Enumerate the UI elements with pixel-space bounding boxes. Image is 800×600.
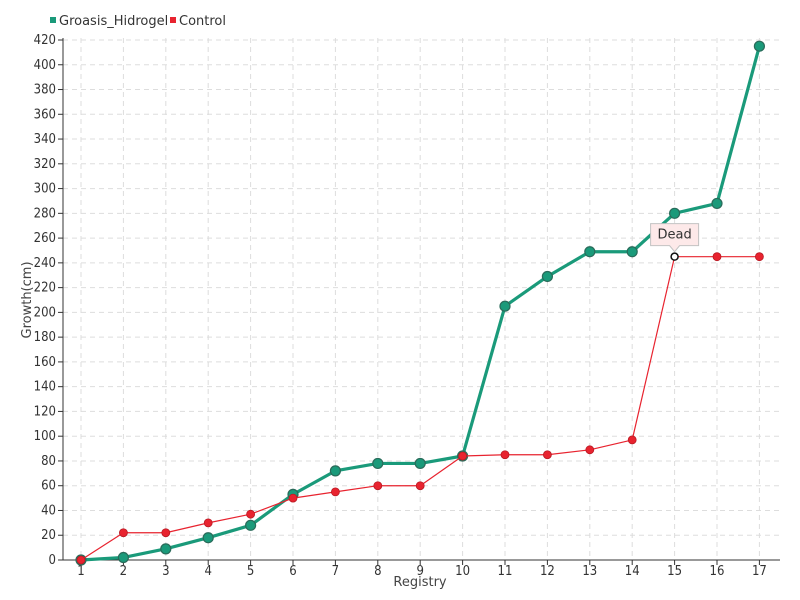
data-point[interactable] xyxy=(202,532,214,544)
x-tick-label: 8 xyxy=(374,564,381,579)
x-tick-label: 5 xyxy=(247,564,254,579)
series-0 xyxy=(75,40,766,566)
data-point[interactable] xyxy=(668,207,681,219)
data-point[interactable] xyxy=(500,450,510,460)
data-point[interactable] xyxy=(372,457,384,470)
data-point[interactable] xyxy=(329,465,341,477)
y-tick-label: 180 xyxy=(34,330,56,345)
data-point[interactable] xyxy=(711,197,723,210)
y-tick-label: 120 xyxy=(34,404,56,419)
data-point[interactable] xyxy=(330,487,340,497)
data-point[interactable] xyxy=(415,481,425,491)
y-tick-label: 20 xyxy=(41,528,56,543)
legend-swatch xyxy=(170,17,176,23)
data-point[interactable] xyxy=(161,528,171,538)
y-tick-label: 360 xyxy=(34,107,56,122)
y-tick-label: 380 xyxy=(34,83,56,98)
x-tick-label: 9 xyxy=(416,564,423,579)
legend-swatch xyxy=(50,17,56,23)
x-axis-title: Registry xyxy=(393,575,447,590)
data-point[interactable] xyxy=(712,252,722,262)
data-point[interactable] xyxy=(414,457,426,470)
series-1 xyxy=(76,252,764,565)
x-tick-label: 12 xyxy=(540,564,555,579)
y-tick-label: 0 xyxy=(49,553,56,568)
data-point[interactable] xyxy=(543,450,552,460)
data-point[interactable] xyxy=(755,252,764,262)
y-axis-title: Growth(cm) xyxy=(20,261,35,338)
legend-label[interactable]: Control xyxy=(179,14,226,29)
data-point[interactable] xyxy=(203,518,213,528)
tooltip-box xyxy=(650,223,700,253)
data-point[interactable] xyxy=(499,300,511,312)
data-point[interactable] xyxy=(245,519,257,531)
x-tick-label: 2 xyxy=(120,564,127,579)
x-tick-label: 16 xyxy=(710,564,725,579)
data-point-highlighted[interactable] xyxy=(670,252,679,261)
legend-label[interactable]: Groasis_Hidrogel xyxy=(59,14,168,29)
y-tick-label: 100 xyxy=(34,429,56,444)
y-tick-label: 300 xyxy=(34,182,56,197)
y-tick-label: 220 xyxy=(34,281,56,296)
y-tick-label: 240 xyxy=(34,256,56,271)
data-point[interactable] xyxy=(585,445,595,455)
x-tick-labels: 1 2 3 4 5 6 7 8 9 10 11 12 13 14 15 16 17 xyxy=(77,560,767,579)
x-tick-label: 15 xyxy=(667,564,682,579)
data-point[interactable] xyxy=(626,246,638,258)
x-tick-label: 13 xyxy=(582,564,597,579)
data-point[interactable] xyxy=(119,528,128,538)
y-tick-label: 340 xyxy=(34,132,56,147)
data-point[interactable] xyxy=(76,555,86,565)
y-tick-label: 140 xyxy=(34,380,56,395)
data-point[interactable] xyxy=(541,270,554,283)
x-tick-label: 6 xyxy=(289,564,296,579)
y-tick-label: 160 xyxy=(34,355,56,370)
axes xyxy=(62,38,780,561)
legend: Groasis_Hidrogel Control xyxy=(50,14,226,29)
data-point[interactable] xyxy=(373,481,383,491)
data-point[interactable] xyxy=(584,246,596,258)
x-tick-label: 10 xyxy=(455,564,470,579)
y-tick-label: 40 xyxy=(41,503,56,518)
data-point[interactable] xyxy=(627,435,637,445)
annotation-layer: Dead xyxy=(650,223,700,253)
tooltip-text: Dead xyxy=(657,228,691,243)
y-tick-label: 280 xyxy=(34,206,56,221)
x-tick-label: 1 xyxy=(77,564,84,579)
x-tick-label: 17 xyxy=(752,564,767,579)
data-point[interactable] xyxy=(753,40,766,52)
data-point[interactable] xyxy=(246,509,256,519)
x-tick-label: 14 xyxy=(625,564,640,579)
series xyxy=(75,40,766,566)
y-tick-label: 80 xyxy=(41,454,56,469)
y-tick-label: 60 xyxy=(41,479,56,494)
grid-lines xyxy=(63,38,780,560)
x-tick-label: 11 xyxy=(498,564,513,579)
y-tick-label: 200 xyxy=(34,305,56,320)
y-tick-labels: 0 20 40 60 80 100 120 140 160 180 200 220 240 260 280 3… xyxy=(34,33,63,568)
y-tick-label: 320 xyxy=(34,157,56,172)
data-point[interactable] xyxy=(117,551,130,564)
y-tick-label: 400 xyxy=(34,58,56,73)
y-tick-label: 420 xyxy=(34,33,56,48)
x-tick-label: 7 xyxy=(332,564,339,579)
data-point[interactable] xyxy=(288,493,298,503)
y-tick-label: 260 xyxy=(34,231,56,246)
x-tick-label: 3 xyxy=(162,564,169,579)
data-point[interactable] xyxy=(160,543,172,555)
x-tick-label: 4 xyxy=(204,564,211,579)
data-point[interactable] xyxy=(458,451,468,461)
